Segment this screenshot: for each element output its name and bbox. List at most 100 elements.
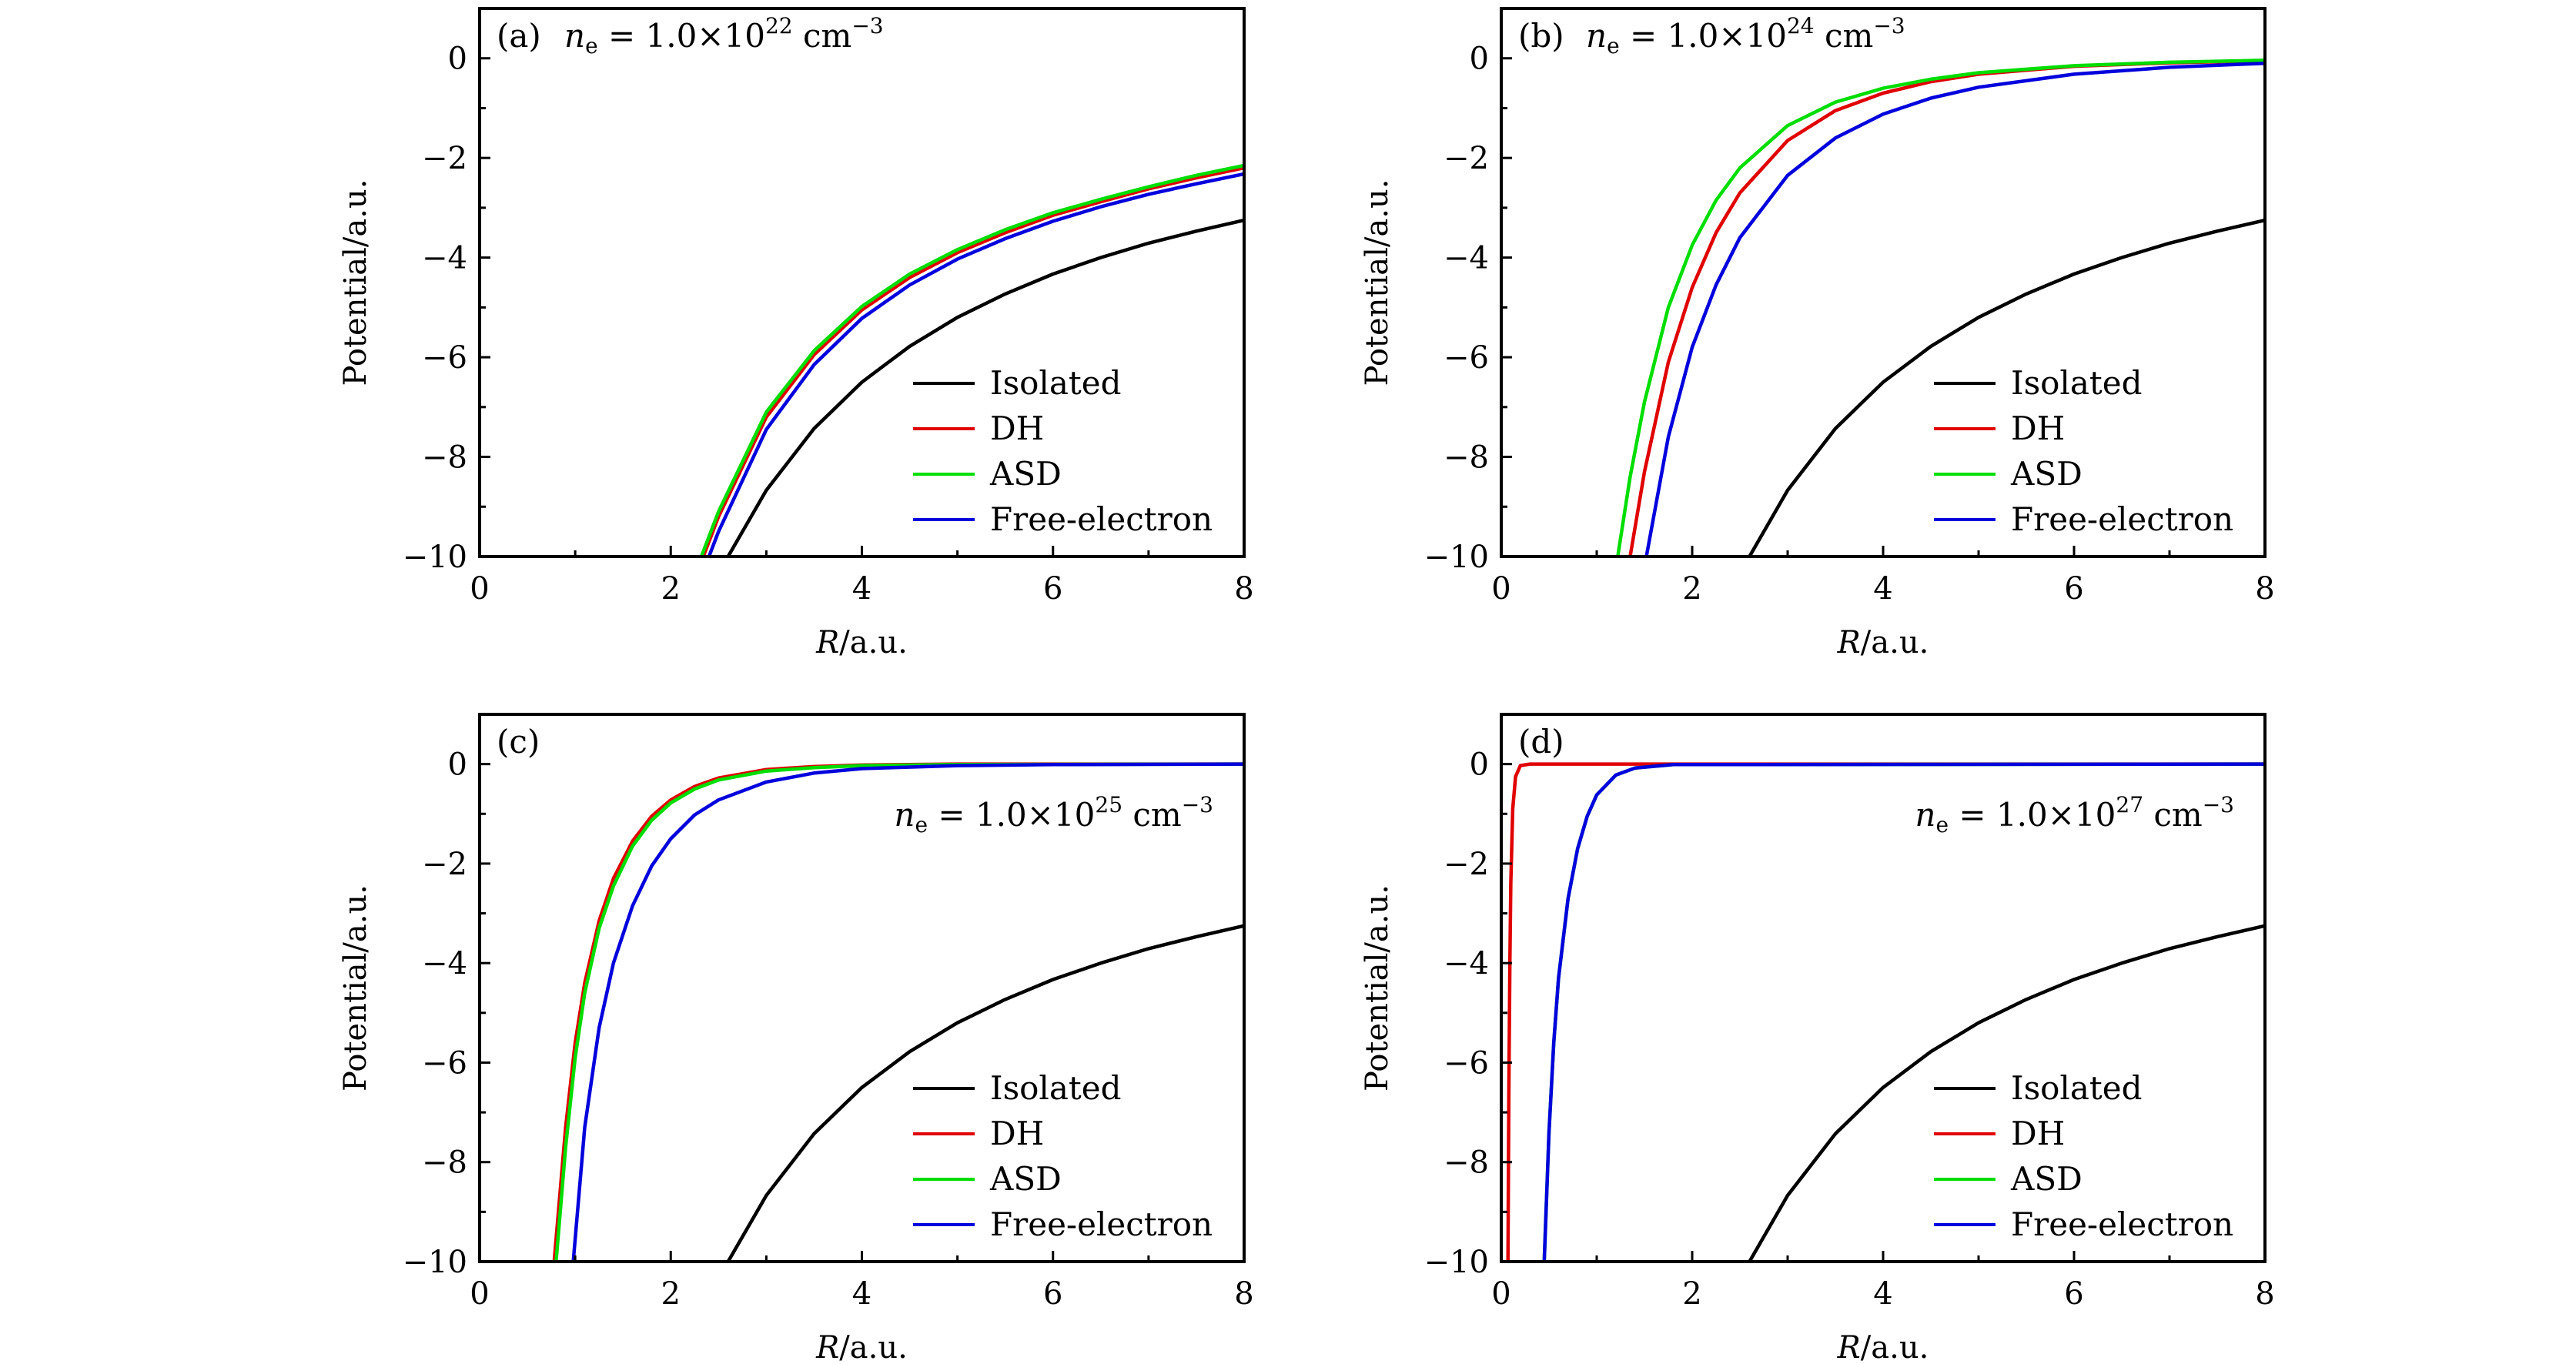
y-tick-label: −10 bbox=[403, 540, 467, 575]
x-tick-label: 8 bbox=[1234, 1276, 1253, 1312]
y-tick-label: −8 bbox=[422, 1145, 467, 1181]
y-tick-label: −2 bbox=[1444, 847, 1489, 882]
y-tick-label: −6 bbox=[1444, 340, 1489, 376]
legend-label: ASD bbox=[2010, 1160, 2083, 1198]
y-tick-label: −6 bbox=[422, 340, 467, 376]
x-tick-label: 4 bbox=[852, 571, 871, 607]
y-tick-label: −4 bbox=[1444, 946, 1489, 981]
y-tick-label: −10 bbox=[1424, 540, 1489, 575]
panel-b: 0 2 4 6 8 0 −2 −4 −6 −8 −10 R/a.u. Potential/a.u. (b)… bbox=[1360, 7, 2275, 660]
legend: Isolated DH ASD Free-electron bbox=[913, 1069, 1213, 1243]
series-line-asd bbox=[1542, 762, 2265, 1262]
y-tick-label: −4 bbox=[1444, 241, 1489, 276]
x-tick-label: 8 bbox=[1234, 571, 1253, 607]
y-tick-label: −8 bbox=[1444, 1145, 1489, 1181]
x-tick-label: 0 bbox=[470, 571, 489, 607]
density-annotation: ne = 1.0×1024 cm−3 bbox=[1586, 13, 1905, 59]
series-line-free-electron bbox=[571, 762, 1244, 1262]
y-tick-label: −10 bbox=[403, 1245, 467, 1280]
x-tick-label: 4 bbox=[1873, 571, 1892, 607]
series-line-isolated bbox=[1748, 218, 2265, 557]
legend-label: Isolated bbox=[2011, 1069, 2143, 1107]
legend-label: DH bbox=[990, 1115, 1044, 1152]
legend-label: Isolated bbox=[990, 364, 1122, 402]
y-tick-label: −8 bbox=[422, 440, 467, 476]
series-line-dh bbox=[701, 165, 1244, 557]
plot-frame bbox=[478, 7, 1246, 558]
series-line-dh bbox=[1628, 59, 2265, 557]
panel-tag: (d) bbox=[1518, 723, 1564, 761]
y-tick-label: −10 bbox=[1424, 1245, 1489, 1280]
series-line-dh bbox=[1506, 762, 2265, 1262]
series-line-asd bbox=[1616, 59, 2265, 557]
x-tick-label: 4 bbox=[852, 1276, 871, 1312]
legend-label: DH bbox=[990, 410, 1044, 447]
y-axis-label: Potential/a.u. bbox=[338, 884, 373, 1092]
x-tick-label: 2 bbox=[1682, 571, 1701, 607]
y-tick-label: −8 bbox=[1444, 440, 1489, 476]
series-line-isolated bbox=[726, 924, 1244, 1262]
series-line-isolated bbox=[726, 218, 1244, 557]
legend-label: Free-electron bbox=[2011, 500, 2233, 538]
legend-label: DH bbox=[2011, 410, 2065, 447]
legend-label: Free-electron bbox=[990, 1205, 1213, 1243]
series-group bbox=[699, 163, 1244, 557]
series-line-asd bbox=[554, 762, 1244, 1262]
y-tick-label: −2 bbox=[422, 847, 467, 882]
legend-label: Free-electron bbox=[2011, 1205, 2233, 1243]
x-tick-label: 2 bbox=[661, 571, 681, 607]
series-line-free-electron bbox=[1542, 762, 2265, 1262]
y-tick-label: 0 bbox=[1470, 747, 1489, 783]
x-tick-label: 6 bbox=[1043, 571, 1062, 607]
legend-label: Free-electron bbox=[990, 500, 1213, 538]
x-axis-label: R/a.u. bbox=[815, 625, 908, 660]
x-tick-label: 6 bbox=[2064, 571, 2083, 607]
legend-label: ASD bbox=[989, 455, 1062, 493]
panel-tag: (c) bbox=[497, 723, 540, 761]
x-tick-label: 2 bbox=[661, 1276, 681, 1312]
series-group bbox=[1616, 59, 2265, 557]
x-tick-label: 2 bbox=[1682, 1276, 1701, 1312]
legend-label: ASD bbox=[989, 1160, 1062, 1198]
panel-d: 0 2 4 6 8 0 −2 −4 −6 −8 −10 R/a.u. Potential/a.u. (d)… bbox=[1360, 713, 2275, 1364]
y-tick-label: 0 bbox=[1470, 42, 1489, 77]
y-tick-label: −4 bbox=[422, 241, 467, 276]
panel-tag: (b) bbox=[1518, 17, 1564, 55]
series-line-asd bbox=[699, 163, 1244, 557]
density-annotation: ne = 1.0×1027 cm−3 bbox=[1915, 792, 2234, 837]
x-axis-label: R/a.u. bbox=[1837, 625, 1929, 660]
legend-label: Isolated bbox=[2011, 364, 2143, 402]
x-tick-label: 0 bbox=[470, 1276, 489, 1312]
density-annotation: ne = 1.0×1025 cm−3 bbox=[894, 792, 1213, 837]
x-tick-label: 8 bbox=[2255, 1276, 2274, 1312]
x-tick-label: 4 bbox=[1873, 1276, 1892, 1312]
y-tick-label: −6 bbox=[422, 1045, 467, 1081]
legend: Isolated DH ASD Free-electron bbox=[1934, 1069, 2233, 1243]
y-tick-label: −2 bbox=[1444, 141, 1489, 176]
legend: Isolated DH ASD Free-electron bbox=[1934, 364, 2233, 538]
series-group bbox=[552, 762, 1244, 1262]
y-axis-label: Potential/a.u. bbox=[1360, 884, 1395, 1092]
series-group bbox=[1506, 762, 2265, 1262]
x-axis-label: R/a.u. bbox=[815, 1330, 908, 1364]
x-tick-label: 6 bbox=[2064, 1276, 2083, 1312]
x-tick-label: 6 bbox=[1043, 1276, 1062, 1312]
legend-label: Isolated bbox=[990, 1069, 1122, 1107]
y-tick-label: −6 bbox=[1444, 1045, 1489, 1081]
legend: Isolated DH ASD Free-electron bbox=[913, 364, 1213, 538]
x-axis-label: R/a.u. bbox=[1837, 1330, 1929, 1364]
plot-frame bbox=[1500, 7, 2267, 558]
panel-tag: (a) bbox=[497, 17, 541, 55]
y-tick-label: −4 bbox=[422, 946, 467, 981]
legend-label: ASD bbox=[2010, 455, 2083, 493]
density-annotation: ne = 1.0×1022 cm−3 bbox=[564, 13, 884, 59]
y-axis-label: Potential/a.u. bbox=[1360, 179, 1395, 386]
x-tick-label: 0 bbox=[1491, 571, 1510, 607]
series-line-free-electron bbox=[1644, 61, 2265, 557]
legend-label: DH bbox=[2011, 1115, 2065, 1152]
y-axis-label: Potential/a.u. bbox=[338, 179, 373, 386]
panel-c: 0 2 4 6 8 0 −2 −4 −6 −8 −10 R/a.u. Potential/a.u. (c)… bbox=[338, 713, 1254, 1364]
series-line-isolated bbox=[1748, 924, 2265, 1262]
y-tick-label: −2 bbox=[422, 141, 467, 176]
